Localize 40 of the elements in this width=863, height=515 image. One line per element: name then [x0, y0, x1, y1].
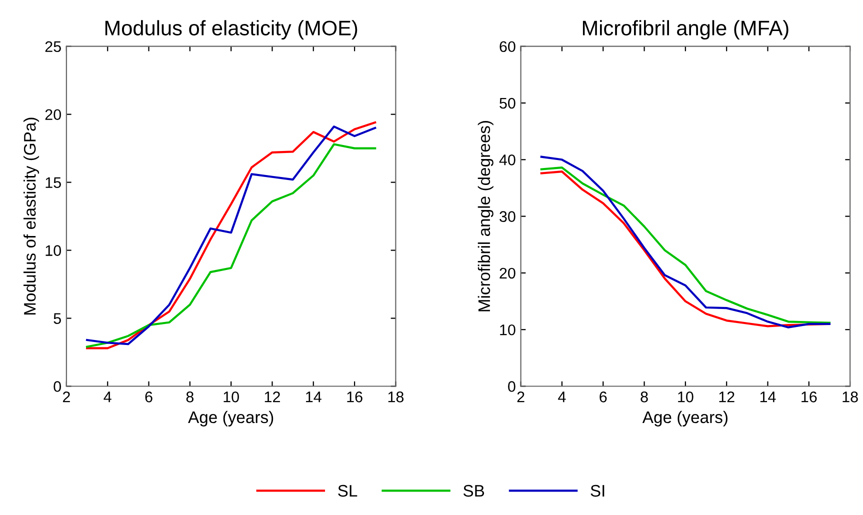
x-tick-label: 4: [558, 392, 566, 402]
x-tick-label: 12: [264, 392, 280, 402]
x-tick-label: 8: [186, 392, 194, 402]
x-axis-title: Age (years): [642, 410, 728, 426]
x-tick-label: 12: [719, 392, 734, 402]
y-axis-title: Microfibril angle (degrees): [478, 120, 494, 312]
x-tick-label: 16: [347, 392, 362, 402]
y-axis-title: Modulus of elasticity (GPa): [24, 118, 40, 314]
x-tick-label: 6: [145, 392, 152, 402]
y-tick-label: 0: [54, 381, 61, 392]
x-tick-label: 18: [842, 392, 858, 402]
x-tick-label: 18: [388, 392, 404, 402]
y-tick-label: 5: [54, 313, 61, 324]
x-tick-label: 10: [678, 392, 694, 402]
y-tick-label: 60: [500, 41, 516, 52]
x-axis-title: Age (years): [188, 410, 274, 426]
x-tick-label: 14: [306, 392, 322, 402]
y-tick-label: 10: [500, 324, 516, 336]
y-tick-label: 20: [500, 268, 516, 279]
legend-label: SL: [338, 484, 358, 497]
chart-title: Microfibril angle (MFA): [582, 20, 788, 40]
x-tick-label: 2: [517, 392, 524, 402]
chart-title: Modulus of elasticity (MOE): [105, 20, 358, 40]
y-tick-label: 0: [508, 381, 516, 392]
legend-label: SI: [590, 484, 604, 497]
x-tick-label: 14: [760, 392, 776, 402]
x-tick-label: 2: [62, 392, 70, 402]
y-tick-label: 25: [45, 41, 61, 52]
y-tick-label: 15: [46, 177, 61, 188]
y-tick-label: 20: [45, 109, 61, 120]
x-tick-label: 16: [802, 392, 817, 402]
x-tick-label: 8: [640, 392, 648, 402]
y-tick-label: 30: [500, 211, 516, 222]
x-tick-label: 10: [224, 392, 239, 402]
y-tick-label: 50: [500, 98, 516, 109]
x-tick-label: 6: [600, 392, 607, 402]
legend-label: SB: [463, 484, 484, 497]
x-tick-label: 4: [104, 392, 112, 402]
y-tick-label: 40: [499, 154, 516, 166]
y-tick-label: 10: [46, 245, 61, 256]
